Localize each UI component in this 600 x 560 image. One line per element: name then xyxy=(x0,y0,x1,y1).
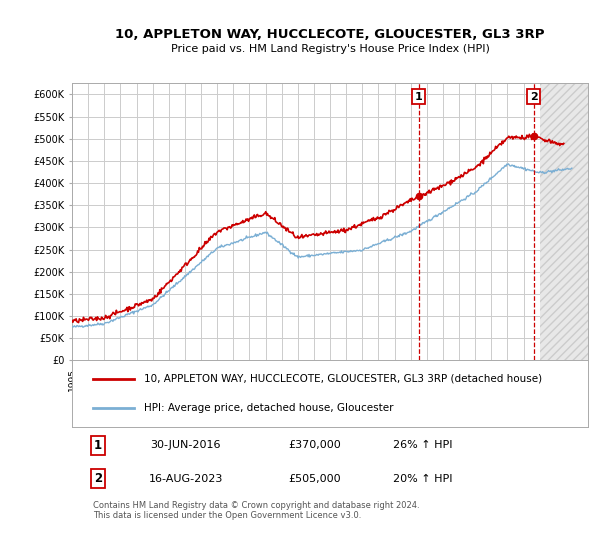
Text: 1: 1 xyxy=(94,439,102,452)
Text: HPI: Average price, detached house, Gloucester: HPI: Average price, detached house, Glou… xyxy=(144,403,394,413)
Text: 10, APPLETON WAY, HUCCLECOTE, GLOUCESTER, GL3 3RP (detached house): 10, APPLETON WAY, HUCCLECOTE, GLOUCESTER… xyxy=(144,374,542,384)
Text: Price paid vs. HM Land Registry's House Price Index (HPI): Price paid vs. HM Land Registry's House … xyxy=(170,44,490,54)
Text: 26% ↑ HPI: 26% ↑ HPI xyxy=(393,441,452,450)
Text: £505,000: £505,000 xyxy=(288,474,341,484)
Text: Contains HM Land Registry data © Crown copyright and database right 2024.
This d: Contains HM Land Registry data © Crown c… xyxy=(92,501,419,520)
Text: 30-JUN-2016: 30-JUN-2016 xyxy=(150,441,221,450)
Text: 10, APPLETON WAY, HUCCLECOTE, GLOUCESTER, GL3 3RP: 10, APPLETON WAY, HUCCLECOTE, GLOUCESTER… xyxy=(115,29,545,41)
Bar xyxy=(539,83,588,360)
Text: 20% ↑ HPI: 20% ↑ HPI xyxy=(393,474,452,484)
Text: 1: 1 xyxy=(415,92,422,101)
Text: 2: 2 xyxy=(94,472,102,485)
Text: 2: 2 xyxy=(530,92,538,101)
Text: £370,000: £370,000 xyxy=(288,441,341,450)
Text: 16-AUG-2023: 16-AUG-2023 xyxy=(148,474,223,484)
